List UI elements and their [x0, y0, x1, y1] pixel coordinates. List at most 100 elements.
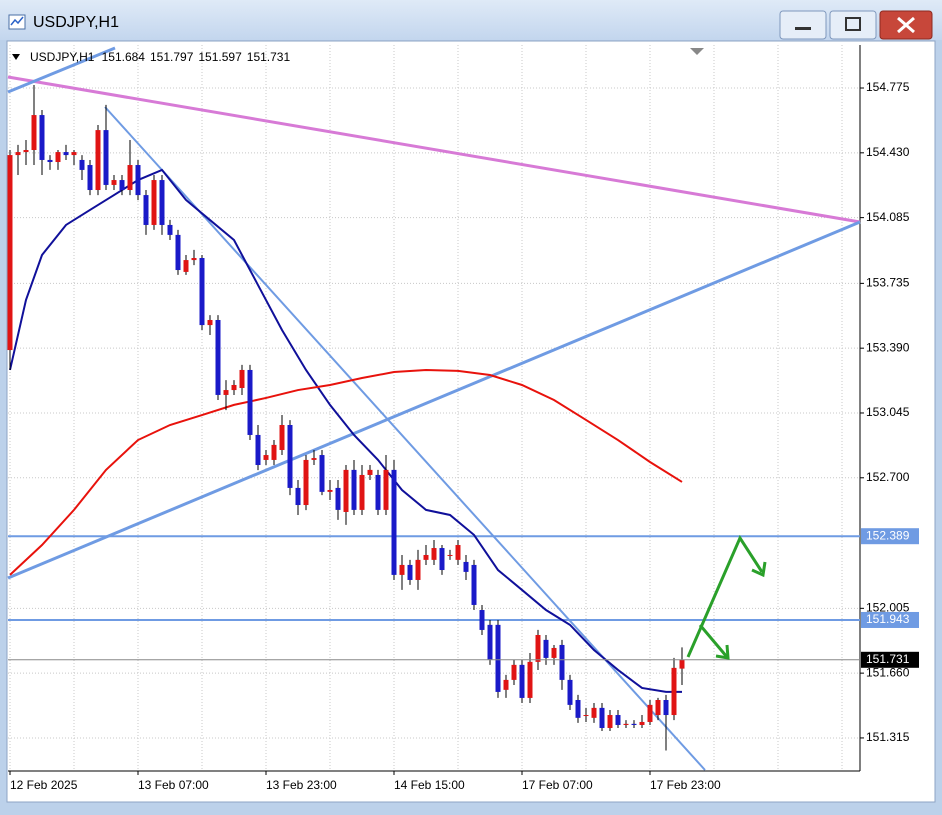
x-tick-label: 12 Feb 2025	[10, 778, 78, 792]
candle-body	[671, 667, 677, 716]
candle-body	[319, 455, 325, 492]
candle-body	[151, 180, 157, 225]
candle-body	[183, 260, 189, 272]
axes: 154.775 154.430 154.085 153.735 153.390 153.0…	[9, 80, 919, 792]
arrow-head	[751, 561, 767, 578]
candle-body	[599, 707, 605, 728]
candle-body	[55, 152, 61, 163]
candle-body	[87, 165, 93, 191]
candle-body	[199, 258, 205, 326]
candle-body	[567, 679, 573, 705]
candle-body	[175, 234, 181, 271]
x-tick-label: 13 Feb 23:00	[266, 778, 337, 792]
candle-body	[391, 469, 397, 575]
moving-average	[9, 168, 682, 693]
candle-body	[7, 155, 13, 351]
candle-body	[159, 180, 165, 225]
candle-body	[583, 715, 589, 717]
last-price-box	[861, 651, 919, 668]
candle-body	[447, 554, 453, 556]
moving-average	[9, 368, 683, 576]
candle-body	[615, 715, 621, 725]
candle-body	[247, 369, 253, 435]
y-tick-label: 153.045	[866, 405, 910, 419]
maximize-button[interactable]	[829, 10, 877, 40]
arrows	[686, 534, 767, 660]
candle-body	[575, 699, 581, 718]
candle-body	[167, 224, 173, 235]
candle-body	[143, 195, 149, 225]
candle-body	[103, 130, 109, 185]
chart-header: USDJPY,H1 151.684 151.797 151.597 151.731	[30, 50, 290, 64]
y-tick-label: 154.430	[866, 145, 910, 159]
trendline	[7, 220, 861, 580]
candle-body	[479, 610, 485, 630]
candle-body	[623, 723, 629, 725]
candle-body	[639, 721, 645, 725]
candle-body	[463, 561, 469, 572]
header-menu-marker	[12, 54, 20, 60]
candle-body	[407, 564, 413, 580]
high-value: 151.797	[150, 50, 194, 64]
candle-body	[127, 165, 133, 191]
x-tick-label: 13 Feb 07:00	[138, 778, 209, 792]
minimize-button[interactable]	[779, 10, 827, 40]
price-label-box	[861, 611, 919, 628]
candle-body	[31, 115, 37, 151]
candle-body	[215, 319, 221, 395]
candle-body	[231, 384, 237, 391]
y-tick-label: 153.735	[866, 276, 910, 290]
shift-marker	[690, 48, 704, 55]
candle-body	[607, 715, 613, 728]
candle-body	[631, 723, 637, 725]
candle-body	[351, 469, 357, 510]
grid	[8, 45, 860, 771]
candle-body	[519, 664, 525, 698]
candle-body	[79, 159, 85, 170]
candle-body	[655, 699, 661, 716]
candle-body	[239, 369, 245, 388]
window-title: USDJPY,H1	[33, 14, 119, 31]
candle-body	[423, 554, 429, 560]
chart-area	[6, 40, 936, 803]
price-label: 151.943	[866, 612, 910, 626]
candle-body	[559, 644, 565, 680]
candle-body	[591, 707, 597, 718]
y-tick-label: 152.005	[866, 601, 910, 615]
candle-body	[335, 487, 341, 510]
price-label-box	[861, 528, 919, 545]
candle-body	[135, 165, 141, 196]
price-label: 152.389	[866, 528, 910, 542]
y-tick-label: 151.660	[866, 665, 910, 679]
arrow-head	[715, 644, 730, 660]
candle-body	[271, 444, 277, 460]
candle-body	[71, 152, 77, 156]
candle-body	[647, 704, 653, 722]
x-tick-label: 17 Feb 07:00	[522, 778, 593, 792]
trendline	[7, 75, 861, 224]
open-value: 151.684	[102, 50, 146, 64]
candle-body	[295, 487, 301, 506]
candle-body	[47, 159, 53, 163]
candle-body	[503, 679, 509, 690]
candle-body	[311, 458, 317, 460]
window-icon	[8, 14, 26, 30]
candle-body	[399, 564, 405, 575]
candle-body	[95, 130, 101, 191]
candle-body	[111, 180, 117, 185]
forecast-arrow	[686, 534, 764, 658]
y-tick-label: 152.700	[866, 470, 910, 484]
close-value: 151.731	[247, 50, 291, 64]
candle-body	[359, 474, 365, 510]
close-button[interactable]	[879, 10, 933, 40]
plot	[7, 85, 860, 751]
symbol: USDJPY,H1	[30, 50, 95, 64]
candle-body	[383, 469, 389, 510]
candle-body	[527, 661, 533, 698]
last-price-label: 151.731	[866, 652, 910, 666]
candle-body	[663, 699, 669, 716]
candle-body	[375, 474, 381, 510]
candle-body	[679, 659, 685, 669]
candle-body	[255, 434, 261, 466]
